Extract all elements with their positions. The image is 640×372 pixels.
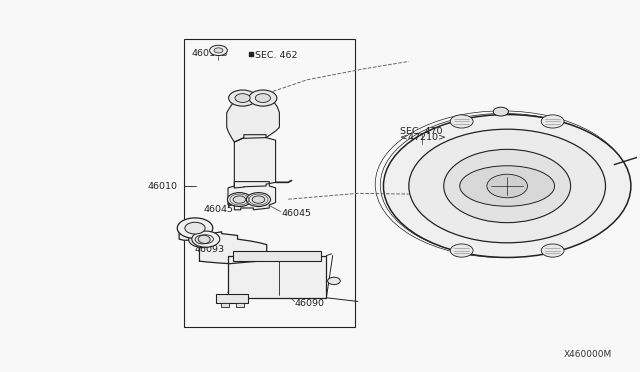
Bar xyxy=(236,302,244,307)
Text: 46093: 46093 xyxy=(195,244,225,254)
Text: SEC. 470: SEC. 470 xyxy=(400,126,442,135)
Text: 46010: 46010 xyxy=(147,182,177,190)
Circle shape xyxy=(451,115,473,128)
Bar xyxy=(216,295,248,302)
Circle shape xyxy=(228,90,257,106)
Polygon shape xyxy=(200,232,267,264)
Text: 46010B: 46010B xyxy=(192,49,228,58)
Circle shape xyxy=(246,193,271,206)
Circle shape xyxy=(192,231,220,247)
Text: <47210>: <47210> xyxy=(400,133,446,142)
Circle shape xyxy=(252,196,265,203)
Polygon shape xyxy=(228,182,276,210)
Circle shape xyxy=(451,244,473,257)
Bar xyxy=(184,39,355,327)
Circle shape xyxy=(541,244,564,257)
Text: 46048: 46048 xyxy=(226,287,256,296)
Bar xyxy=(233,251,321,261)
Circle shape xyxy=(214,48,223,53)
Circle shape xyxy=(249,90,277,106)
Circle shape xyxy=(444,149,571,223)
Circle shape xyxy=(189,231,216,247)
Text: SEC. 462: SEC. 462 xyxy=(255,51,297,60)
Text: X460000M: X460000M xyxy=(564,350,612,359)
Circle shape xyxy=(177,218,212,238)
Circle shape xyxy=(233,196,246,203)
Circle shape xyxy=(487,174,527,198)
Circle shape xyxy=(493,107,508,116)
Polygon shape xyxy=(227,100,280,142)
Circle shape xyxy=(255,94,271,102)
Text: 46090: 46090 xyxy=(294,299,324,308)
Circle shape xyxy=(235,94,250,102)
Circle shape xyxy=(328,277,340,285)
Text: 46020: 46020 xyxy=(177,224,207,232)
Circle shape xyxy=(210,45,227,55)
Circle shape xyxy=(541,115,564,128)
Polygon shape xyxy=(179,231,193,240)
Circle shape xyxy=(185,222,205,234)
Ellipse shape xyxy=(460,166,555,206)
Circle shape xyxy=(227,193,252,206)
Text: 46045: 46045 xyxy=(282,209,312,218)
Circle shape xyxy=(383,115,631,257)
Polygon shape xyxy=(234,135,276,188)
Circle shape xyxy=(409,129,605,243)
Bar xyxy=(228,256,326,298)
Text: 46045: 46045 xyxy=(204,205,233,214)
Circle shape xyxy=(195,235,211,244)
Bar xyxy=(221,302,228,307)
